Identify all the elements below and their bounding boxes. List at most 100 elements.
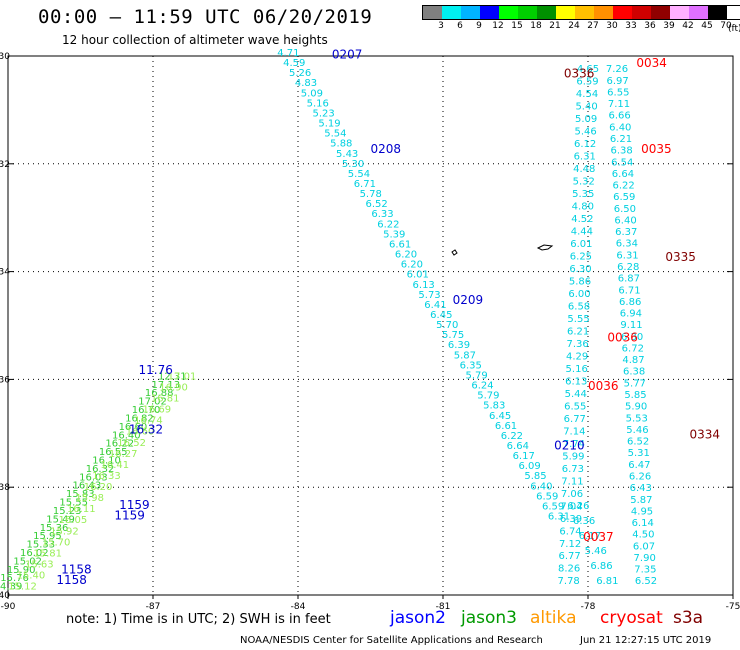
swh-value: 7.35 [634,565,656,576]
legend-swatch [442,6,461,19]
swh-value: 6.86 [590,561,612,572]
swh-value: 15.49 [46,514,75,525]
swh-value: 15.40 [17,571,46,582]
footer-note: note: 1) Time is in UTC; 2) SWH is in fe… [66,612,331,627]
swh-value: 16.05 [59,515,88,526]
swh-value: 6.41 [424,300,446,311]
swh-value: 6.40 [614,215,636,226]
swh-value: 5.46 [626,425,648,436]
x-tick-label: -84 [291,602,306,612]
legend-swatch [423,6,442,19]
swh-value: 6.52 [365,199,387,210]
track-time-label: 0035 [641,142,672,156]
swh-value: 4.65 [577,64,599,75]
credit-text: NOAA/NESDIS Center for Satellite Applica… [240,635,543,646]
swh-value: 6.54 [611,157,633,168]
legend-label: 70 [720,21,732,31]
swh-value: 5.78 [360,189,382,200]
swh-value: 6.33 [371,209,393,220]
track-time-label: 1159 [119,498,150,512]
legend-label: 21 [549,21,561,31]
legend-swatch [461,6,480,19]
mission-cryosat: cryosat [600,608,663,628]
swh-value: 6.43 [630,483,652,494]
swh-value: 6.07 [633,541,655,552]
legend-label: 36 [644,21,656,31]
swh-value: 16.52 [117,438,146,449]
swh-value: 4.87 [622,355,644,366]
swh-value: 16.03 [79,472,108,483]
swh-value: 16.55 [99,447,128,458]
swh-value: 5.53 [626,413,648,424]
legend-label: 3 [438,21,444,31]
swh-value: 7.12 [559,539,581,550]
legend-swatch [480,6,499,19]
x-tick-label: -87 [146,602,161,612]
swh-value: 5.85 [524,471,546,482]
swh-value: 6.87 [618,274,640,285]
swh-value: 16.74 [134,416,163,427]
track-time-label: 0207 [332,48,363,62]
swh-value: 6.55 [607,87,629,98]
swh-value: 17.13 [151,380,180,391]
swh-value: 16.41 [101,460,130,471]
swh-value: 6.22 [377,219,399,230]
swh-value: 5.88 [330,139,352,150]
swh-value: 6.52 [627,437,649,448]
legend-swatch [575,6,594,19]
swh-value: 6.94 [620,309,642,320]
swh-value: 6.55 [564,401,586,412]
swh-value: 16.43 [73,481,102,492]
track-time-label: 1158 [56,573,87,587]
swh-value: 6.40 [609,122,631,133]
mission-s3a: s3a [673,608,704,628]
legend-swatch [499,6,518,19]
swh-value: 15.76 [0,573,29,584]
legend-swatch [594,6,613,19]
swh-value: 6.38 [610,146,632,157]
legend-label: 12 [492,21,504,31]
legend-swatch [670,6,689,19]
swh-value: 7.36 [566,339,588,350]
swh-value: 15.55 [59,498,88,509]
swh-value: 15.95 [33,531,62,542]
swh-value: 16.32 [86,464,115,475]
swh-value: 6.47 [628,460,650,471]
x-tick-label: -81 [436,602,451,612]
swh-value: 15.90 [7,565,36,576]
track-time-label: 0334 [690,428,721,442]
legend-swatch [537,6,556,19]
swh-value: 17.02 [138,397,167,408]
y-tick-label: -36 [0,375,10,385]
legend-label: 6 [457,21,463,31]
swh-value: 6.25 [570,252,592,263]
swh-value: 6.58 [568,301,590,312]
swh-value: 7.11 [608,99,630,110]
swh-value: 4.71 [277,48,299,59]
legend-label: 15 [511,21,523,31]
swh-value: 5.46 [575,127,597,138]
x-tick-label: -75 [726,602,740,612]
generated-timestamp: Jun 21 12:27:15 UTC 2019 [580,635,712,646]
swh-value: 15.92 [50,526,79,537]
swh-value: 16.11 [67,504,96,515]
swh-value: 6.73 [562,464,584,475]
swh-value: 5.54 [324,129,346,140]
swh-value: 4.44 [571,227,593,238]
swh-value: 4.50 [632,530,654,541]
swh-value: 15.81 [33,548,62,559]
swh-value: 16.40 [112,430,141,441]
swh-value: 6.64 [507,441,529,452]
swh-value: 5.73 [418,290,440,301]
swh-value: 5.43 [336,149,358,160]
swh-value: 5.86 [569,276,591,287]
swh-value: 15.23 [53,506,82,517]
swh-value: 6.81 [596,576,618,587]
legend-unit: (ft) [728,24,740,34]
swh-value: 16.27 [109,449,138,460]
y-tick-label: -30 [0,52,10,62]
mission-jason2: jason2 [390,608,446,628]
swh-value: 16.81 [151,394,180,405]
swh-value: 6.26 [629,471,651,482]
